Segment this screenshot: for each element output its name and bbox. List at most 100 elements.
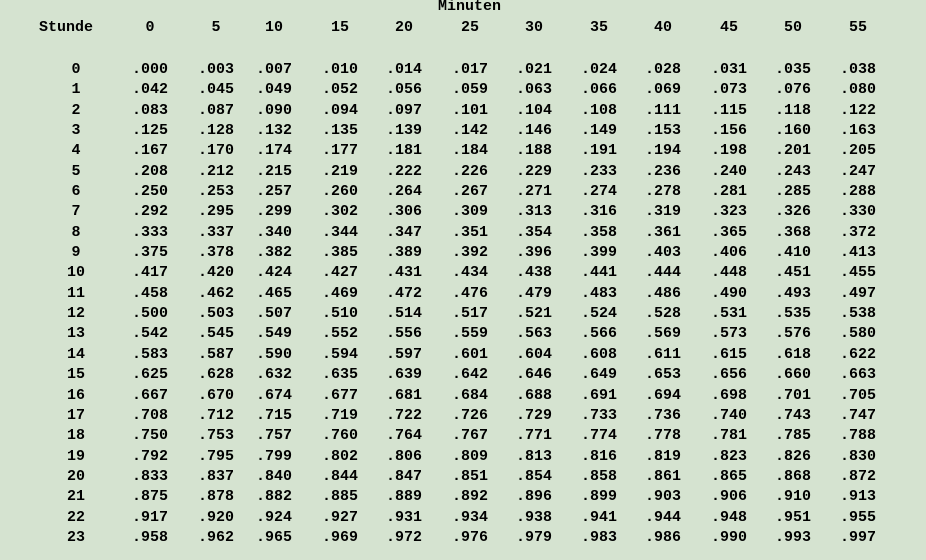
value-cell: .997 — [839, 528, 876, 546]
value-cell: .313 — [515, 203, 552, 221]
value-cell: .427 — [321, 264, 358, 282]
value-cell: .590 — [255, 345, 292, 363]
value-cell: .486 — [644, 284, 681, 302]
value-cell: .493 — [774, 284, 811, 302]
value-cell: .729 — [515, 406, 552, 424]
minute-column-header: 35 — [589, 19, 608, 36]
table-row: 4 .167 .170 .174 .177 .181 .184 .188 .191 .194 .19… — [0, 141, 926, 161]
value-cell: .191 — [580, 142, 617, 160]
value-cell: .219 — [321, 162, 358, 180]
minutes-super-header: Minuten — [438, 0, 502, 15]
value-cell: .267 — [451, 183, 488, 201]
value-cell: .319 — [644, 203, 681, 221]
table-row: 10 .417 .420 .424 .427 .431 .434 .438 .441 .444 .4… — [0, 263, 926, 283]
value-cell: .628 — [197, 366, 234, 384]
table-row: 15 .625 .628 .632 .635 .639 .642 .646 .649 .653 .6… — [0, 365, 926, 385]
value-cell: .896 — [515, 488, 552, 506]
table-row: 23 .958 .962 .965 .969 .972 .976 .979 .983 .986 .9… — [0, 528, 926, 548]
value-cell: .031 — [710, 61, 747, 78]
value-cell: .674 — [255, 386, 292, 404]
value-cell: .899 — [580, 488, 617, 506]
value-cell: .378 — [197, 244, 234, 262]
value-cell: .372 — [839, 223, 876, 241]
value-cell: .208 — [131, 162, 168, 180]
value-cell: .837 — [197, 467, 234, 485]
value-cell: .646 — [515, 366, 552, 384]
value-cell: .236 — [644, 162, 681, 180]
value-cell: .233 — [580, 162, 617, 180]
value-cell: .788 — [839, 427, 876, 445]
value-cell: .444 — [644, 264, 681, 282]
value-cell: .861 — [644, 467, 681, 485]
hour-cell: 20 — [66, 467, 85, 485]
table-row: 6 .250 .253 .257 .260 .264 .267 .271 .274 .278 .28… — [0, 182, 926, 202]
value-cell: .257 — [255, 183, 292, 201]
value-cell: .316 — [580, 203, 617, 221]
value-cell: .420 — [197, 264, 234, 282]
value-cell: .826 — [774, 447, 811, 465]
value-cell: .503 — [197, 305, 234, 323]
value-cell: .958 — [131, 528, 168, 546]
value-cell: .052 — [321, 81, 358, 99]
hour-cell: 6 — [71, 183, 81, 201]
value-cell: .587 — [197, 345, 234, 363]
value-cell: .524 — [580, 305, 617, 323]
value-cell: .688 — [515, 386, 552, 404]
value-cell: .556 — [385, 325, 422, 343]
value-cell: .878 — [197, 488, 234, 506]
value-cell: .153 — [644, 122, 681, 140]
value-cell: .913 — [839, 488, 876, 506]
value-cell: .458 — [131, 284, 168, 302]
value-cell: .045 — [197, 81, 234, 99]
value-cell: .000 — [131, 61, 168, 78]
value-cell: .142 — [451, 122, 488, 140]
value-cell: .611 — [644, 345, 681, 363]
value-cell: .736 — [644, 406, 681, 424]
value-cell: .507 — [255, 305, 292, 323]
value-cell: .399 — [580, 244, 617, 262]
value-cell: .413 — [839, 244, 876, 262]
table-row: 17 .708 .712 .715 .719 .722 .726 .729 .733 .736 .7… — [0, 406, 926, 426]
value-cell: .840 — [255, 467, 292, 485]
value-cell: .677 — [321, 386, 358, 404]
value-cell: .885 — [321, 488, 358, 506]
value-cell: .747 — [839, 406, 876, 424]
value-cell: .243 — [774, 162, 811, 180]
value-cell: .111 — [644, 101, 681, 119]
hour-cell: 1 — [71, 81, 81, 99]
value-cell: .938 — [515, 508, 552, 526]
table-row: 8 .333 .337 .340 .344 .347 .351 .354 .358 .361 .36… — [0, 223, 926, 243]
minute-column-header: 0 — [145, 19, 155, 36]
value-cell: .750 — [131, 427, 168, 445]
value-cell: .198 — [710, 142, 747, 160]
minute-column-header: 30 — [524, 19, 543, 36]
value-cell: .469 — [321, 284, 358, 302]
value-cell: .563 — [515, 325, 552, 343]
value-cell: .903 — [644, 488, 681, 506]
value-cell: .108 — [580, 101, 617, 119]
value-cell: .681 — [385, 386, 422, 404]
value-cell: .451 — [774, 264, 811, 282]
value-cell: .042 — [131, 81, 168, 99]
value-cell: .819 — [644, 447, 681, 465]
value-cell: .760 — [321, 427, 358, 445]
value-cell: .448 — [710, 264, 747, 282]
value-cell: .115 — [710, 101, 747, 119]
value-cell: .799 — [255, 447, 292, 465]
value-cell: .653 — [644, 366, 681, 384]
value-cell: .441 — [580, 264, 617, 282]
value-cell: .990 — [710, 528, 747, 546]
value-cell: .472 — [385, 284, 422, 302]
value-cell: .059 — [451, 81, 488, 99]
value-cell: .538 — [839, 305, 876, 323]
minute-column-header: 25 — [460, 19, 479, 36]
value-cell: .625 — [131, 366, 168, 384]
value-cell: .698 — [710, 386, 747, 404]
value-cell: .733 — [580, 406, 617, 424]
value-cell: .347 — [385, 223, 422, 241]
value-cell: .410 — [774, 244, 811, 262]
value-cell: .844 — [321, 467, 358, 485]
value-cell: .076 — [774, 81, 811, 99]
value-cell: .024 — [580, 61, 617, 78]
